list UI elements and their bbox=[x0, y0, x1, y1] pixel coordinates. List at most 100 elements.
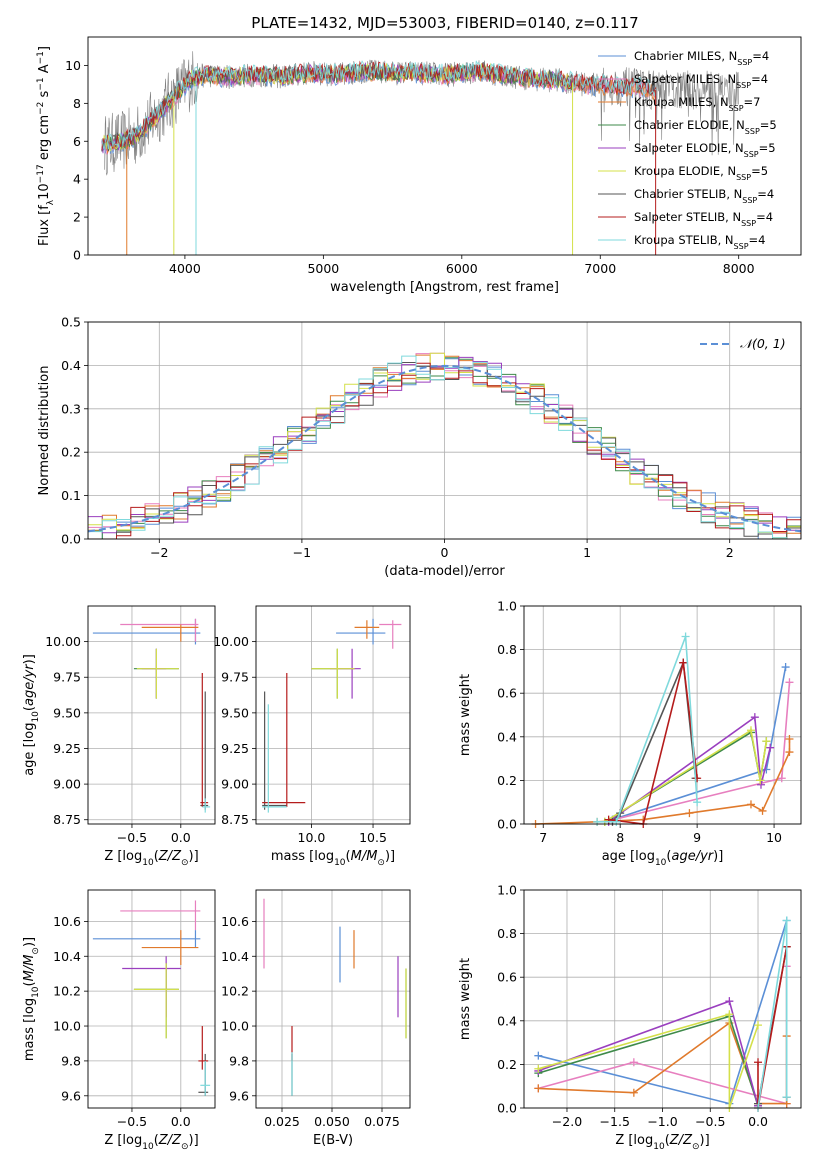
x-tick-label: 8000 bbox=[723, 261, 755, 276]
x-axis-label: wavelength [Angstrom, rest frame] bbox=[330, 280, 559, 295]
data-point bbox=[746, 800, 755, 809]
legend-label: Salpeter MILES, NSSP=4 bbox=[634, 72, 768, 90]
legend-label: Kroupa ELODIE, NSSP=5 bbox=[634, 164, 768, 182]
data-point bbox=[782, 1093, 791, 1102]
x-tick-label: 4000 bbox=[169, 261, 201, 276]
axes-mass_vs_Z: −0.5 0.0 9.6 9.8 10.0 10.2 10.4 10.6 Z [log10(Z/… bbox=[22, 890, 215, 1152]
y-tick-label: 9.8 bbox=[229, 1053, 249, 1068]
y-tick-label: 10.2 bbox=[221, 984, 249, 999]
y-tick-label: 9.6 bbox=[229, 1088, 249, 1103]
y-tick-label: 9.00 bbox=[221, 777, 249, 792]
axes-frame bbox=[87, 36, 802, 256]
spectrum-model-kroupa-stelib bbox=[101, 60, 657, 150]
y-tick-label: 4 bbox=[73, 172, 81, 187]
y-tick-label: 0.8 bbox=[497, 926, 517, 941]
y-tick-label: 9.75 bbox=[53, 670, 81, 685]
data-point bbox=[693, 774, 702, 783]
y-tick-label: 1.0 bbox=[497, 599, 517, 614]
y-tick-label: 1.0 bbox=[497, 883, 517, 898]
data-point bbox=[754, 1058, 763, 1067]
x-tick-label: 7 bbox=[539, 830, 547, 845]
data-point bbox=[679, 658, 688, 667]
data-point bbox=[781, 663, 790, 672]
data-point bbox=[629, 1058, 638, 1067]
data-point bbox=[534, 1084, 543, 1093]
y-tick-label: 10.00 bbox=[213, 634, 249, 649]
x-tick-label: 7000 bbox=[584, 261, 616, 276]
legend-label: Kroupa STELIB, NSSP=4 bbox=[634, 233, 765, 251]
series-line-salpeter-stelib bbox=[608, 662, 698, 825]
y-tick-label: 0.8 bbox=[497, 642, 517, 657]
x-axis-label: Z [log10(Z/Z⊙)] bbox=[104, 849, 198, 868]
x-tick-label: −1 bbox=[293, 545, 311, 560]
y-tick-label: 0.6 bbox=[497, 686, 517, 701]
y-tick-label: 10.4 bbox=[53, 949, 81, 964]
x-tick-label: 2 bbox=[726, 545, 734, 560]
y-tick-label: 10.6 bbox=[53, 914, 81, 929]
y-tick-label: 9.8 bbox=[61, 1053, 81, 1068]
x-tick-label: 0.0 bbox=[171, 1114, 191, 1129]
x-tick-label: 0.050 bbox=[314, 1114, 350, 1129]
y-axis-label: mass [log10(M/M⊙)] bbox=[22, 937, 41, 1061]
y-axis-label: Normed distribution bbox=[37, 366, 52, 496]
normal-curve bbox=[88, 364, 801, 533]
y-axis-label: Flux [fλ10−17 erg cm−2 s−1 A−1] bbox=[36, 46, 56, 246]
y-tick-label: 10.2 bbox=[53, 984, 81, 999]
axes-mass_vs_EBV: 0.025 0.050 0.075 9.6 9.8 10.0 10.2 10.4 10.6 E(B… bbox=[221, 890, 410, 1148]
data-point bbox=[785, 734, 794, 743]
x-tick-label: 1 bbox=[583, 545, 591, 560]
data-point bbox=[785, 678, 794, 687]
data-point bbox=[681, 632, 690, 641]
axes-massweight_vs_Z: −2.0 −1.5 −1.0 −0.5 0.0 0.0 0.2 0.4 0.6 0.8 1.0 Z [… bbox=[458, 883, 801, 1152]
axes-frame bbox=[255, 889, 411, 1109]
y-tick-label: 9.50 bbox=[221, 705, 249, 720]
y-tick-label: 0.4 bbox=[497, 729, 517, 744]
residual-histograms bbox=[88, 352, 801, 539]
axes-age_vs_mass: 10.0 10.5 8.75 9.00 9.25 9.50 9.75 10.00 mass [l… bbox=[213, 606, 410, 868]
data-point bbox=[777, 774, 786, 783]
legend-label: Chabrier ELODIE, NSSP=5 bbox=[634, 118, 777, 136]
y-axis-label: age [log10(age/yr)] bbox=[22, 654, 41, 776]
data-point bbox=[725, 997, 734, 1006]
points-age_vs_Z bbox=[92, 618, 211, 813]
points-mass_vs_Z bbox=[92, 900, 211, 1096]
x-tick-label: −0.5 bbox=[695, 1114, 725, 1129]
y-axis-label: mass weight bbox=[458, 958, 473, 1040]
y-tick-label: 9.25 bbox=[221, 741, 249, 756]
data-point bbox=[754, 1021, 763, 1030]
x-tick-label: 8 bbox=[616, 830, 624, 845]
axes-frame bbox=[87, 889, 216, 1109]
axes-frame bbox=[523, 605, 802, 825]
data-point bbox=[746, 726, 755, 735]
x-tick-label: 0 bbox=[441, 545, 449, 560]
legend-label: Chabrier MILES, NSSP=4 bbox=[634, 49, 769, 67]
data-point bbox=[762, 737, 771, 746]
data-point bbox=[593, 817, 602, 826]
spectrum-lines bbox=[101, 51, 739, 255]
axes-age_vs_Z: −0.5 0.0 8.75 9.00 9.25 9.50 9.75 10.00 Z [log10… bbox=[22, 606, 215, 868]
data-point bbox=[782, 916, 791, 925]
data-point bbox=[756, 776, 765, 785]
figure-title: PLATE=1432, MJD=53003, FIBERID=0140, z=0… bbox=[251, 14, 638, 32]
y-tick-label: 9.50 bbox=[53, 705, 81, 720]
y-tick-label: 8 bbox=[73, 96, 81, 111]
histogram-salpeter-stelib bbox=[88, 362, 801, 539]
y-tick-label: 10 bbox=[65, 58, 81, 73]
y-tick-label: 0.3 bbox=[61, 401, 81, 416]
y-tick-label: 10.00 bbox=[45, 634, 81, 649]
data-point bbox=[758, 806, 767, 815]
histogram-chabrier-stelib bbox=[88, 362, 801, 539]
x-tick-label: 0.025 bbox=[264, 1114, 300, 1129]
data-point bbox=[534, 1051, 543, 1060]
y-tick-label: 9.00 bbox=[53, 777, 81, 792]
series-line-salpeter-elodie bbox=[608, 715, 771, 823]
data-point bbox=[693, 798, 702, 807]
series-massweight_vs_Z bbox=[534, 916, 791, 1112]
y-tick-label: 8.75 bbox=[53, 812, 81, 827]
histogram-kroupa-stelib bbox=[88, 355, 801, 539]
x-axis-label: age [log10(age/yr)] bbox=[602, 849, 724, 868]
data-point bbox=[629, 1088, 638, 1097]
y-tick-label: 9.25 bbox=[53, 741, 81, 756]
x-tick-label: 0.075 bbox=[364, 1114, 400, 1129]
